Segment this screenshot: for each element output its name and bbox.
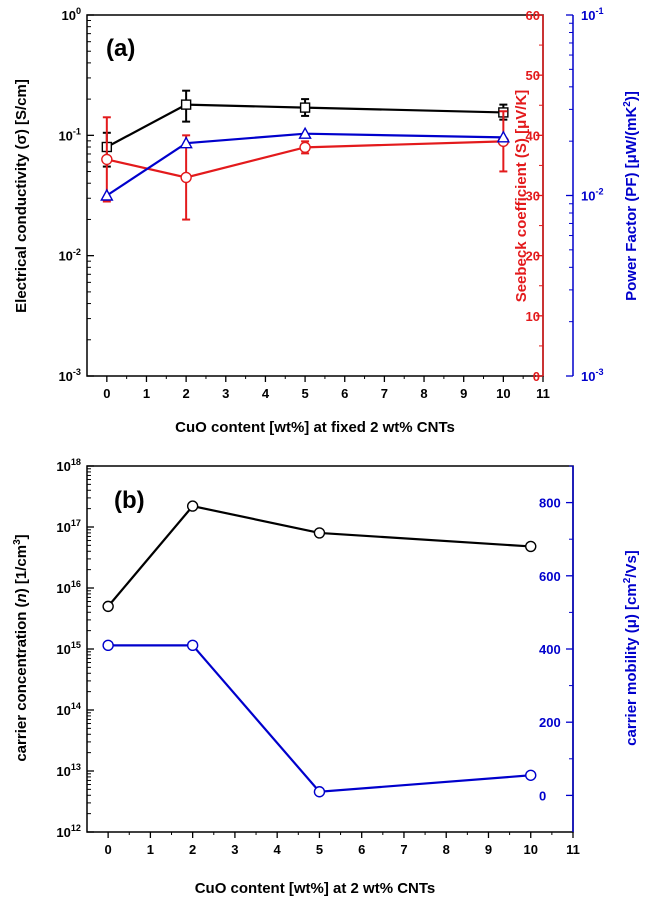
series-0-point (313, 527, 326, 539)
b-y-left-tick-label: 1013 (56, 762, 81, 779)
a-y-right2-tick-label: 10-3 (581, 367, 604, 384)
b-y-left-tick-label: 1016 (56, 579, 81, 596)
a-y-right1-tick-label: 20 (526, 249, 540, 264)
series-1-point (102, 639, 114, 652)
series-2-point (496, 130, 511, 143)
series-0-point (299, 102, 311, 113)
x-tick-label: 10 (524, 842, 538, 857)
a-y-right1-tick-label: 0 (533, 369, 540, 384)
x-tick-label: 7 (400, 842, 407, 857)
series-1-point (299, 141, 311, 154)
panel-b-label: (b) (114, 487, 145, 514)
a-y-right2-tick-label: 10-2 (581, 187, 604, 204)
a-y-right2-tick-label: 10-1 (581, 6, 604, 23)
a-y-left-tick-label: 10-1 (58, 126, 81, 143)
a-y-left-tick-label: 100 (61, 6, 81, 23)
a-y-left-tick-label: 10-3 (58, 367, 81, 384)
a-y-right1-tick-label: 60 (526, 8, 540, 23)
x-tick-label: 1 (143, 386, 150, 401)
x-tick-label: 1 (147, 842, 154, 857)
a-y-right1-tick-label: 10 (526, 309, 540, 324)
b-y-left-tick-label: 1018 (56, 457, 81, 474)
a-y-right1-tick-label: 30 (526, 189, 540, 204)
panel-a-y-right2-label: Power Factor (PF) [μW/(mK2)] (622, 91, 640, 301)
series-0-line (107, 504, 531, 608)
series-2-point (100, 188, 114, 201)
x-tick-label: 8 (420, 386, 427, 401)
series-0-point (180, 99, 192, 110)
x-tick-label: 3 (231, 842, 238, 857)
b-y-left-tick-label: 1012 (56, 823, 81, 840)
b-y-left-tick-label: 1015 (56, 640, 81, 657)
series-2-point (298, 126, 312, 139)
x-tick-label: 9 (485, 842, 492, 857)
x-tick-label: 8 (443, 842, 450, 857)
panel-a-ticks: 0 1 2 3 4 5 6 7 8 9 10 11 100 10-1 10-2 10-3 0 10 20 30 40 50… (58, 6, 603, 401)
series-0-point (525, 540, 537, 553)
series-0-line (106, 103, 504, 148)
b-y-right-tick-label: 200 (539, 715, 561, 730)
panel-b-y-left-label: carrier concentration (n) [1/cm3] (12, 534, 30, 761)
x-tick-label: 10 (496, 386, 510, 401)
panel-a: 0 1 2 3 4 5 6 7 8 9 10 11 100 10-1 10-2 10-3 0 10 20 30 40 50… (13, 6, 640, 436)
panel-a-series (100, 89, 511, 221)
series-0-point (186, 500, 199, 512)
b-y-right-tick-label: 400 (539, 642, 561, 657)
series-1-point (525, 769, 537, 781)
b-y-right-tick-label: 600 (539, 569, 561, 584)
x-tick-label: 5 (316, 842, 323, 857)
x-tick-label: 4 (274, 842, 282, 857)
series-1-point (186, 639, 199, 652)
x-tick-label: 9 (460, 386, 467, 401)
x-tick-label: 11 (536, 386, 550, 401)
panel-b: 0 1 2 3 4 5 6 7 8 9 10 11 1018 1017 1016 1015 1014 1013 10… (12, 457, 640, 897)
x-tick-label: 11 (566, 842, 580, 857)
panel-b-y-right-label: carrier mobility (μ) [cm2/Vs] (622, 550, 640, 746)
x-tick-label: 5 (301, 386, 308, 401)
a-y-right1-tick-label: 50 (526, 68, 540, 83)
panel-b-ticks: 0 1 2 3 4 5 6 7 8 9 10 11 1018 1017 1016 1015 1014 1013 10… (56, 457, 579, 857)
b-y-left-tick-label: 1014 (56, 701, 82, 718)
x-tick-label: 2 (189, 842, 196, 857)
series-1-line (108, 644, 531, 793)
panel-a-y-left-label: Electrical conductivity (σ) [S/cm] (13, 79, 30, 313)
series-2-point (179, 136, 193, 149)
a-y-right1-tick-label: 40 (526, 128, 540, 143)
series-1-point (180, 171, 192, 184)
panel-b-series (102, 500, 537, 798)
x-tick-label: 6 (341, 386, 348, 401)
panel-a-y-right1-label: Seebeck coefficient (S) [μV/K] (513, 90, 530, 303)
b-y-right-tick-label: 800 (539, 496, 561, 511)
b-y-left-tick-label: 1017 (56, 518, 81, 535)
x-tick-label: 3 (222, 386, 229, 401)
a-y-left-tick-label: 10-2 (58, 247, 81, 264)
panel-a-label: (a) (106, 35, 135, 62)
x-tick-label: 4 (262, 386, 270, 401)
x-tick-label: 6 (358, 842, 365, 857)
panel-b-x-axis-label: CuO content [wt%] at 2 wt% CNTs (195, 880, 436, 897)
b-y-right-tick-label: 0 (539, 788, 546, 803)
x-tick-label: 7 (381, 386, 388, 401)
series-1-point (101, 153, 113, 166)
x-tick-label: 0 (105, 842, 112, 857)
x-tick-label: 0 (103, 386, 110, 401)
series-1-point (313, 786, 326, 798)
panel-a-frame (86, 14, 544, 377)
x-tick-label: 2 (183, 386, 190, 401)
panel-a-x-axis-label: CuO content [wt%] at fixed 2 wt% CNTs (175, 419, 455, 436)
series-0-point (102, 600, 114, 613)
series-2-line (106, 132, 504, 197)
